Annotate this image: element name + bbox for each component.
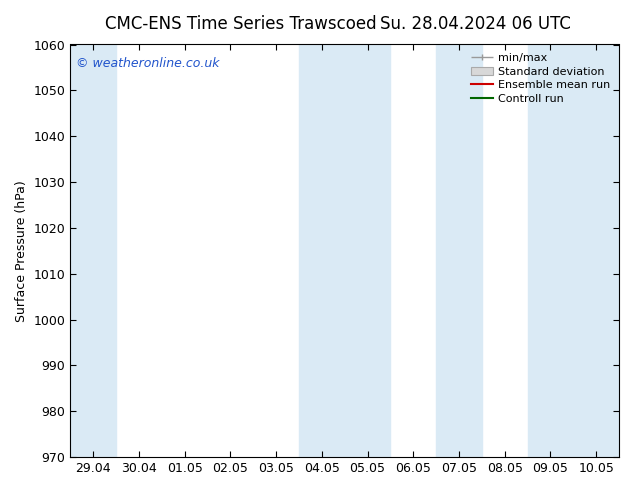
- Bar: [527, 45, 619, 457]
- Text: CMC-ENS Time Series Trawscoed: CMC-ENS Time Series Trawscoed: [105, 15, 377, 33]
- Bar: [299, 45, 391, 457]
- Text: Su. 28.04.2024 06 UTC: Su. 28.04.2024 06 UTC: [380, 15, 571, 33]
- Text: © weatheronline.co.uk: © weatheronline.co.uk: [76, 57, 219, 70]
- Y-axis label: Surface Pressure (hPa): Surface Pressure (hPa): [15, 180, 28, 322]
- Bar: [70, 45, 116, 457]
- Bar: [436, 45, 482, 457]
- Legend: min/max, Standard deviation, Ensemble mean run, Controll run: min/max, Standard deviation, Ensemble me…: [468, 50, 614, 107]
